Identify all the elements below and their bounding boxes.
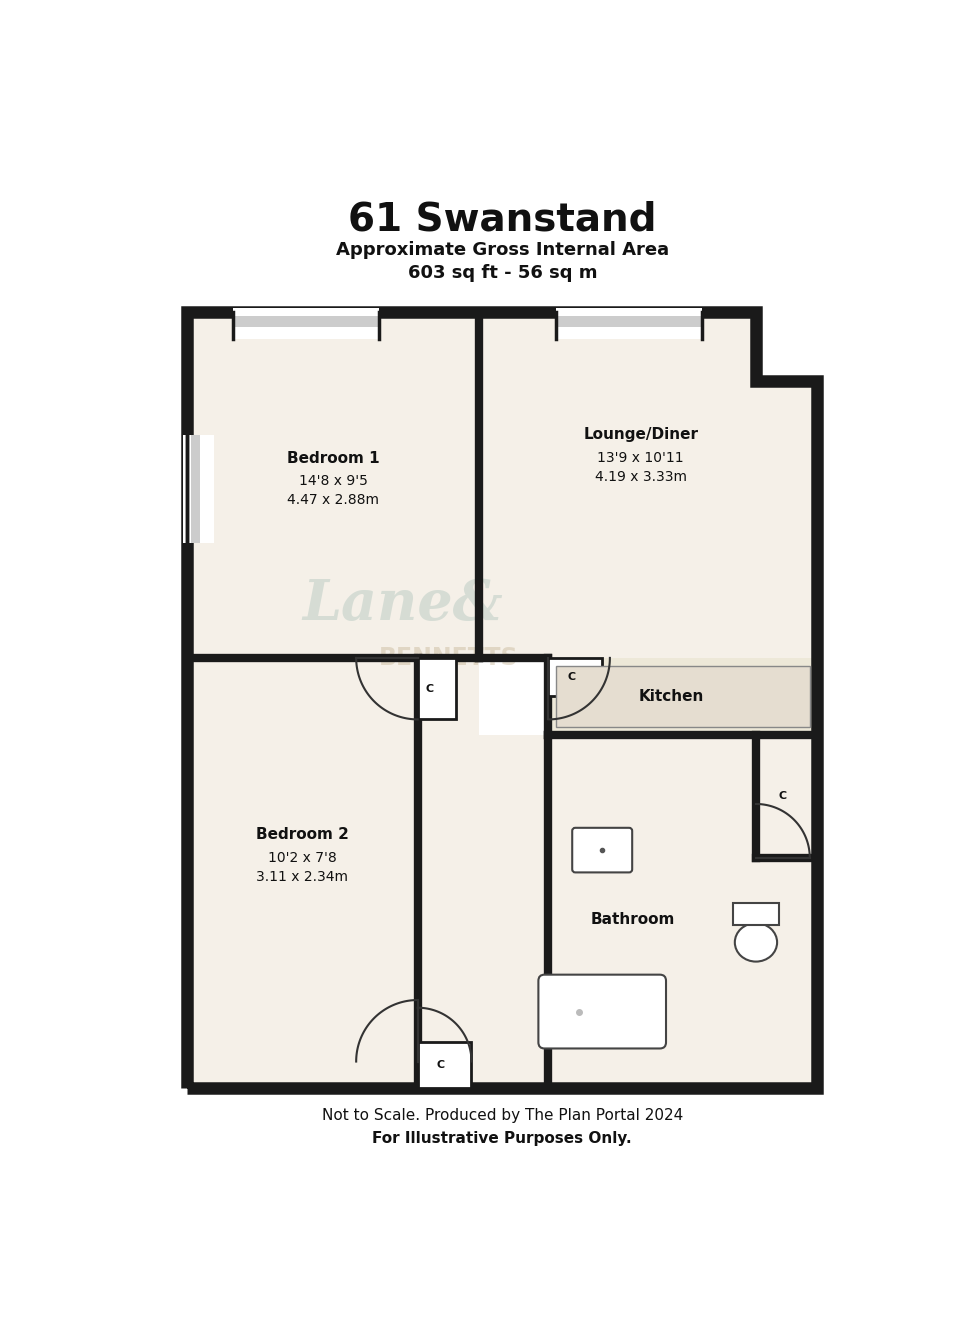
Text: Kitchen: Kitchen [639,689,704,704]
Bar [733,903,779,925]
Bar [233,308,379,339]
Text: 4.47 x 2.88m: 4.47 x 2.88m [287,493,379,507]
Bar [417,1043,471,1089]
Text: Lane&: Lane& [302,576,503,631]
Polygon shape [187,658,417,1089]
Polygon shape [187,312,479,658]
Polygon shape [479,312,817,658]
Text: 61 Swanstand: 61 Swanstand [348,200,657,239]
Text: Bathroom: Bathroom [591,912,675,927]
Text: C: C [437,1061,445,1070]
Bar [556,316,702,327]
Bar [556,666,809,728]
Text: C: C [779,791,787,801]
Text: 4.19 x 3.33m: 4.19 x 3.33m [595,471,687,484]
Bar [183,435,214,543]
Text: Bedroom 1: Bedroom 1 [287,451,379,465]
Text: 14'8 x 9'5: 14'8 x 9'5 [299,474,368,488]
Bar [549,658,602,696]
FancyBboxPatch shape [538,975,666,1049]
Text: C: C [425,684,433,693]
Text: 10'2 x 7'8: 10'2 x 7'8 [268,851,337,865]
Bar [191,435,201,543]
Bar [556,308,702,339]
Polygon shape [417,658,549,1089]
FancyBboxPatch shape [572,828,632,873]
Polygon shape [549,735,817,1089]
Bar [417,658,456,720]
Text: 3.11 x 2.34m: 3.11 x 2.34m [257,870,348,884]
Ellipse shape [735,923,777,962]
Text: Not to Scale. Produced by The Plan Portal 2024: Not to Scale. Produced by The Plan Porta… [321,1108,683,1123]
Text: Bedroom 2: Bedroom 2 [256,828,349,842]
Bar [233,316,379,327]
Text: C: C [567,672,575,683]
Text: Approximate Gross Internal Area: Approximate Gross Internal Area [336,241,668,260]
Text: 603 sq ft - 56 sq m: 603 sq ft - 56 sq m [408,265,597,282]
Text: Lounge/Diner: Lounge/Diner [583,427,698,443]
Text: 13'9 x 10'11: 13'9 x 10'11 [598,451,684,465]
Text: For Illustrative Purposes Only.: For Illustrative Purposes Only. [372,1131,632,1145]
Polygon shape [549,658,817,735]
Text: BENNETTS: BENNETTS [378,646,518,670]
